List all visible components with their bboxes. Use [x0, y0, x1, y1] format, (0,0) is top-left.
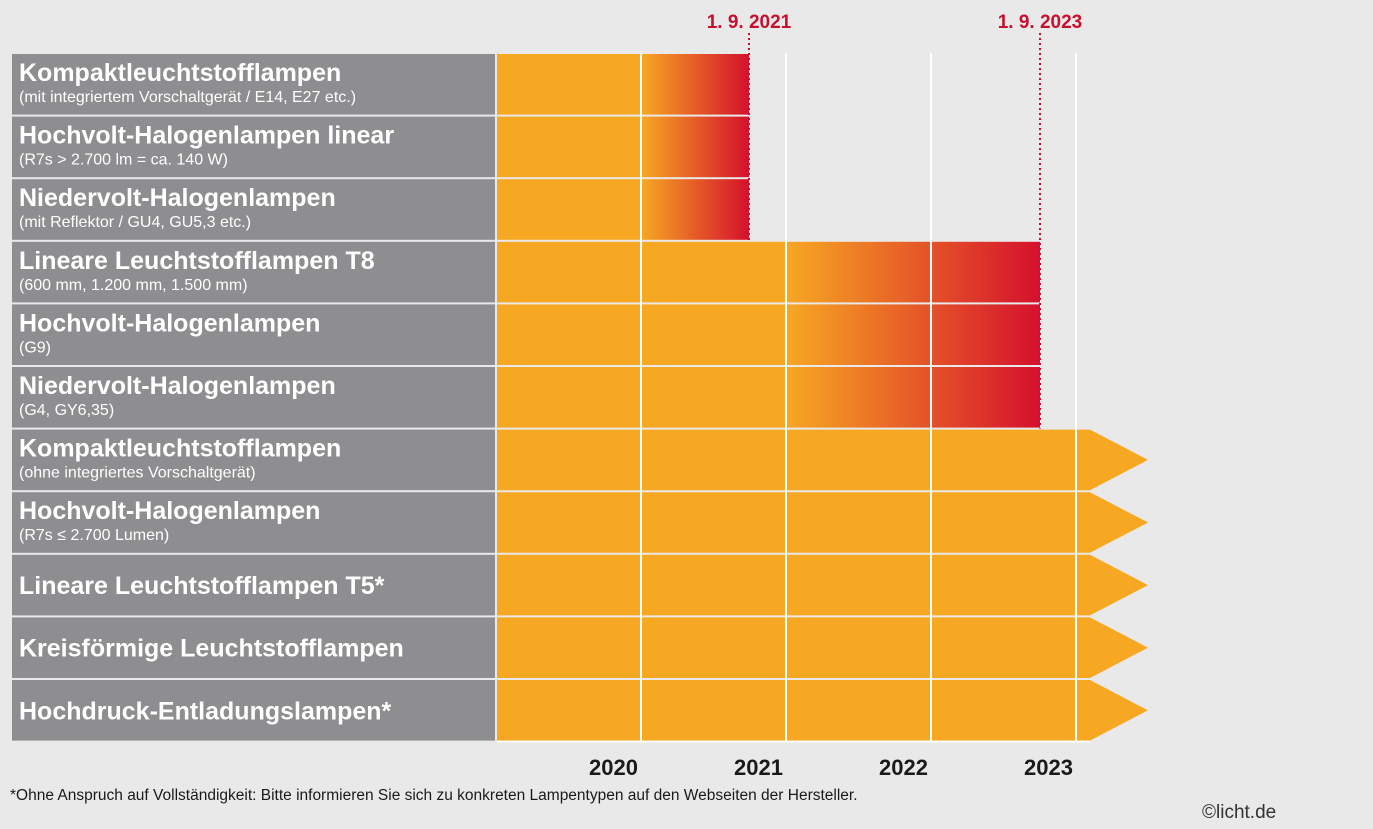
lamp-title: Lineare Leuchtstofflampen T8: [19, 247, 375, 275]
lamp-title: Hochvolt-Halogenlampen: [19, 497, 320, 525]
bar-fade: [786, 304, 1040, 365]
lamp-subtitle: (600 mm, 1.200 mm, 1.500 mm): [19, 277, 248, 294]
bar-fade: [786, 242, 1040, 303]
bar-fade: [641, 54, 749, 115]
lamp-title: Niedervolt-Halogenlampen: [19, 372, 336, 400]
year-label: 2020: [589, 755, 638, 780]
bar-arrow: [497, 430, 1148, 491]
lamp-subtitle: (ohne integriertes Vorschaltgerät): [19, 465, 256, 482]
lamp-subtitle: (mit integriertem Vorschaltgerät / E14, …: [19, 89, 356, 106]
bar: [497, 54, 641, 115]
bar: [497, 179, 641, 240]
lamp-subtitle: (R7s > 2.700 lm = ca. 140 W): [19, 152, 228, 169]
lamp-title: Niedervolt-Halogenlampen: [19, 184, 336, 212]
bar-arrow: [497, 555, 1148, 616]
lamp-title: Hochvolt-Halogenlampen: [19, 309, 320, 337]
deadline-label: 1. 9. 2021: [707, 12, 792, 33]
bar-arrow: [497, 680, 1148, 741]
year-label: 2023: [1024, 755, 1073, 780]
bar-fade: [641, 117, 749, 178]
bar-arrow: [497, 617, 1148, 678]
footnote: *Ohne Anspruch auf Vollständigkeit: Bitt…: [10, 787, 858, 804]
lamp-title: Kreisförmige Leuchtstofflampen: [19, 635, 404, 663]
lamp-title: Kompaktleuchtstofflampen: [19, 435, 341, 463]
deadline-label: 1. 9. 2023: [998, 12, 1083, 33]
bar-arrow: [497, 492, 1148, 553]
bar-fade: [641, 179, 749, 240]
copyright: ©licht.de: [1202, 802, 1276, 823]
lamp-subtitle: (R7s ≤ 2.700 Lumen): [19, 527, 169, 544]
lamp-subtitle: (G9): [19, 339, 51, 356]
lamp-title: Hochvolt-Halogenlampen linear: [19, 122, 394, 150]
lamp-title: Kompaktleuchtstofflampen: [19, 59, 341, 87]
year-label: 2021: [734, 755, 783, 780]
lamp-title: Hochdruck-Entladungslampen*: [19, 697, 392, 725]
lamp-subtitle: (mit Reflektor / GU4, GU5,3 etc.): [19, 214, 251, 231]
bar-fade: [786, 367, 1040, 428]
bar: [497, 117, 641, 178]
year-label: 2022: [879, 755, 928, 780]
infographic: *Ohne Anspruch auf Vollständigkeit: Bitt…: [0, 0, 1373, 829]
lamp-subtitle: (G4, GY6,35): [19, 402, 114, 419]
lamp-title: Lineare Leuchtstofflampen T5*: [19, 572, 385, 600]
